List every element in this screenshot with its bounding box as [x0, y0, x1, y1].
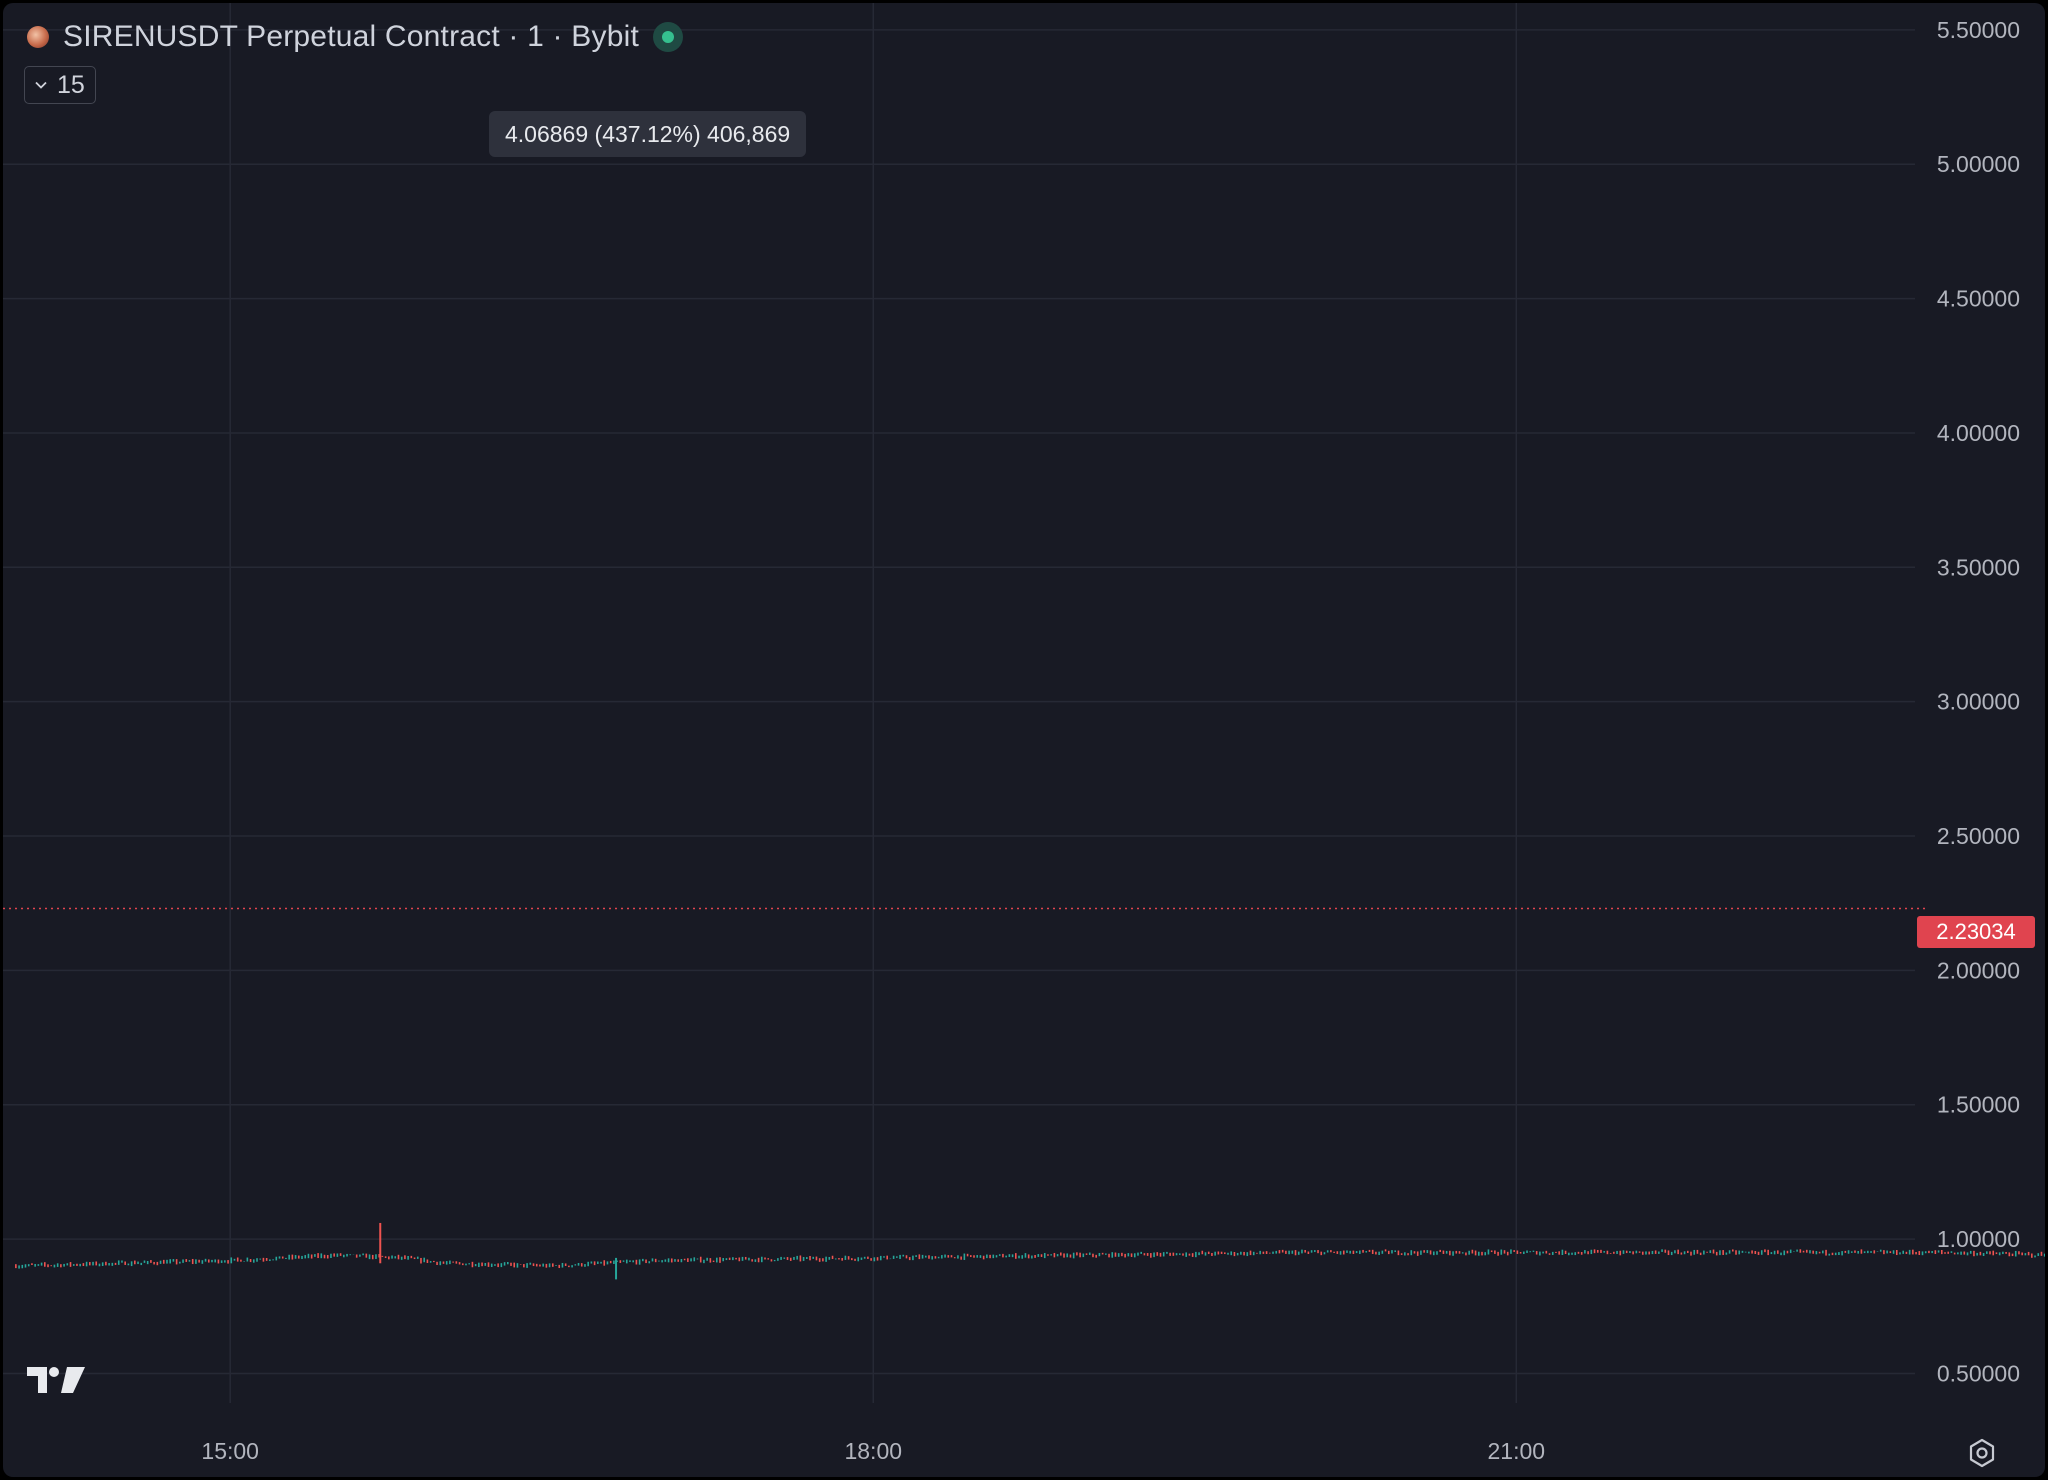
y-tick-label: 3.50000	[1937, 554, 2020, 580]
grid	[3, 3, 1915, 1403]
x-tick-label: 21:00	[1488, 1438, 1546, 1464]
interval-count: 15	[57, 70, 85, 99]
y-tick-label: 2.50000	[1937, 823, 2020, 849]
candlestick-series	[15, 1222, 2045, 1280]
y-tick-label: 4.50000	[1937, 286, 2020, 312]
y-tick-label: 2.00000	[1937, 957, 2020, 983]
x-tick-label: 15:00	[201, 1438, 259, 1464]
y-tick-label: 1.50000	[1937, 1092, 2020, 1118]
time-axis[interactable]: 15:0018:0021:002203:0006:0009:0012:0015:…	[201, 1438, 2045, 1464]
y-tick-label: 5.50000	[1937, 17, 2020, 43]
y-tick-label: 1.00000	[1937, 1226, 2020, 1252]
chart-panel[interactable]: 5.50000 5.00000 4.50000 4.00000 3.50000 3.000…	[3, 3, 2045, 1477]
collapse-indicators-button[interactable]: 15	[24, 66, 96, 104]
price-chart[interactable]: 5.50000 5.00000 4.50000 4.00000 3.50000 3.000…	[3, 3, 2045, 1477]
chart-legend-header: SIRENUSDT Perpetual Contract · 1 · Bybit	[27, 17, 683, 57]
price-axis[interactable]: 5.50000 5.00000 4.50000 4.00000 3.50000 3.000…	[1937, 17, 2020, 1387]
gear-icon[interactable]	[1965, 1436, 1999, 1470]
siren-coin-icon	[27, 26, 49, 48]
y-tick-label: 5.00000	[1937, 151, 2020, 177]
x-tick-label: 18:00	[844, 1438, 902, 1464]
last-price-label: 2.23034	[1917, 916, 2035, 948]
y-tick-label: 0.50000	[1937, 1360, 2020, 1386]
tradingview-logo-icon[interactable]	[27, 1365, 87, 1395]
chevron-down-icon	[35, 81, 47, 89]
y-tick-label: 3.00000	[1937, 689, 2020, 715]
measure-tooltip: 4.06869 (437.12%) 406,869	[489, 111, 807, 157]
y-tick-label: 4.00000	[1937, 420, 2020, 446]
symbol-title[interactable]: SIRENUSDT Perpetual Contract · 1 · Bybit	[63, 20, 639, 53]
market-open-dot-icon	[652, 22, 683, 52]
